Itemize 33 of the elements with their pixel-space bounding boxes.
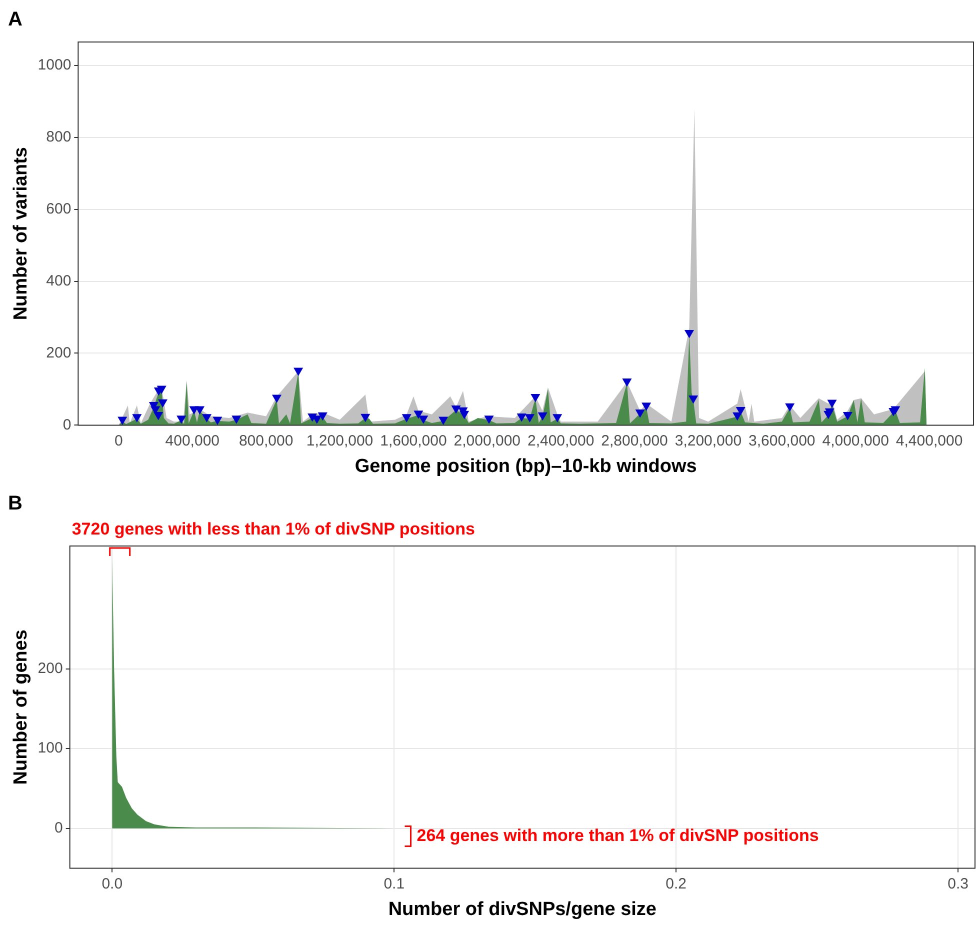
x-tick-label: 3,200,000 [674, 432, 742, 450]
y-tick-label: 100 [38, 740, 63, 757]
x-tick-label: 2,000,000 [454, 432, 521, 450]
x-tick-label: 4,000,000 [822, 432, 889, 450]
x-tick-label: 0.2 [666, 875, 687, 892]
x-tick-label: 0.3 [948, 875, 969, 892]
x-tick-label: 0 [114, 432, 123, 450]
x-tick-label: 1,200,000 [306, 432, 374, 450]
x-tick-label: 0.0 [102, 875, 123, 892]
x-tick-label: 1,600,000 [380, 432, 447, 450]
y-tick-label: 800 [46, 128, 72, 146]
y-tick-label: 200 [46, 344, 72, 362]
x-tick-label: 400,000 [165, 432, 220, 450]
x-tick-label: 3,600,000 [748, 432, 816, 450]
chart-title: B [8, 492, 22, 515]
y-axis-title: Number of variants [10, 147, 32, 320]
annotation: 264 genes with more than 1% of divSNP positions [416, 826, 819, 845]
x-tick-label: 800,000 [238, 432, 294, 450]
x-tick-label: 0.1 [384, 875, 405, 892]
y-axis-title: Number of genes [10, 630, 32, 785]
y-tick-label: 0 [62, 416, 72, 434]
y-tick-label: 600 [46, 200, 72, 218]
x-tick-label: 2,800,000 [601, 432, 668, 450]
y-tick-label: 200 [38, 660, 63, 677]
x-axis-title: Number of divSNPs/gene size [388, 898, 657, 920]
x-tick-label: 2,400,000 [527, 432, 594, 450]
y-tick-label: 0 [54, 819, 63, 836]
y-tick-label: 400 [46, 272, 72, 290]
x-axis-title: Genome position (bp)–10-kb windows [354, 456, 697, 477]
y-tick-label: 1000 [38, 56, 72, 74]
x-tick-label: 4,400,000 [896, 432, 963, 450]
text: 3720 genes with less than 1% of divSNP positions [72, 520, 475, 539]
chart-title: A [8, 8, 22, 31]
